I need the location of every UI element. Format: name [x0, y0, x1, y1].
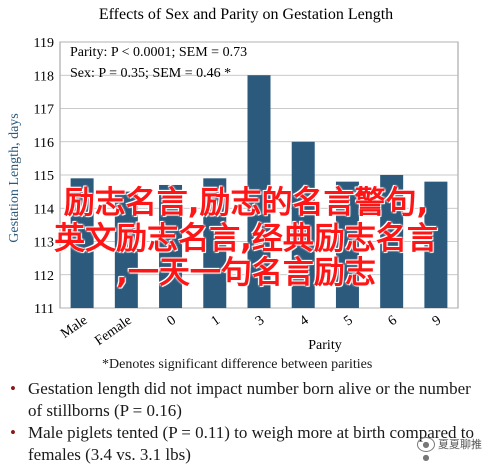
y-tick-label: 113	[34, 236, 54, 251]
chart-title: Effects of Sex and Parity on Gestation L…	[99, 6, 393, 23]
annotation-sex: Sex: P = 0.35; SEM = 0.46 *	[70, 66, 231, 81]
overlay-text-line-2: 英文励志名言,经典励志名言	[54, 221, 438, 257]
x-tick-label: 4	[297, 313, 311, 329]
watermark-text: 夏夏聊推	[438, 438, 482, 451]
note-text: Male piglets tented (P = 0.11) to weigh …	[28, 423, 474, 464]
bar	[247, 75, 271, 308]
bar	[380, 175, 404, 308]
chart-footnote: *Denotes significant difference between …	[102, 357, 373, 372]
bar	[291, 141, 315, 308]
list-item: • Male piglets tented (P = 0.11) to weig…	[10, 422, 480, 464]
y-tick-label: 119	[34, 36, 54, 51]
notes-list: • Gestation length did not impact number…	[10, 378, 480, 464]
x-tick-label: 1	[209, 313, 223, 329]
bullet-icon: •	[10, 379, 16, 398]
y-tick-label: 116	[34, 136, 54, 151]
x-tick-label: Female	[92, 313, 134, 349]
bar-chart: Effects of Sex and Parity on Gestation L…	[7, 6, 459, 353]
bar	[424, 181, 448, 308]
overlay-text-line-3: ,一天一句名言励志	[116, 255, 376, 291]
x-axis-label: Parity	[308, 338, 341, 353]
bar	[335, 181, 359, 308]
bar	[114, 191, 138, 308]
wechat-icon: ● ●	[417, 436, 435, 462]
x-tick-label: 6	[386, 313, 400, 329]
watermark: ● ● 夏夏聊推	[417, 436, 482, 462]
x-tick-label: 3	[253, 313, 267, 329]
y-tick-label: 118	[34, 69, 54, 84]
x-tick-label: 0	[165, 313, 179, 329]
y-tick-label: 114	[34, 202, 54, 217]
y-tick-label: 115	[34, 169, 54, 184]
x-tick-label: 9	[430, 313, 444, 329]
y-tick-label: 117	[34, 103, 54, 118]
bar	[203, 178, 227, 308]
bullet-icon: •	[10, 423, 16, 442]
overlay-text-line-1: 励志名言,励志的名言警句,	[63, 185, 429, 221]
x-tick-label: 5	[341, 313, 355, 329]
y-axis-label: Gestation Length, days	[7, 113, 22, 242]
y-tick-label: 111	[34, 302, 54, 317]
note-text: Gestation length did not impact number b…	[28, 379, 471, 420]
annotation-parity: Parity: P < 0.0001; SEM = 0.73	[70, 45, 247, 60]
y-tick-label: 112	[34, 269, 54, 284]
bar	[159, 184, 183, 308]
x-tick-label: Male	[58, 313, 90, 342]
list-item: • Gestation length did not impact number…	[10, 378, 480, 422]
bar	[70, 178, 94, 308]
